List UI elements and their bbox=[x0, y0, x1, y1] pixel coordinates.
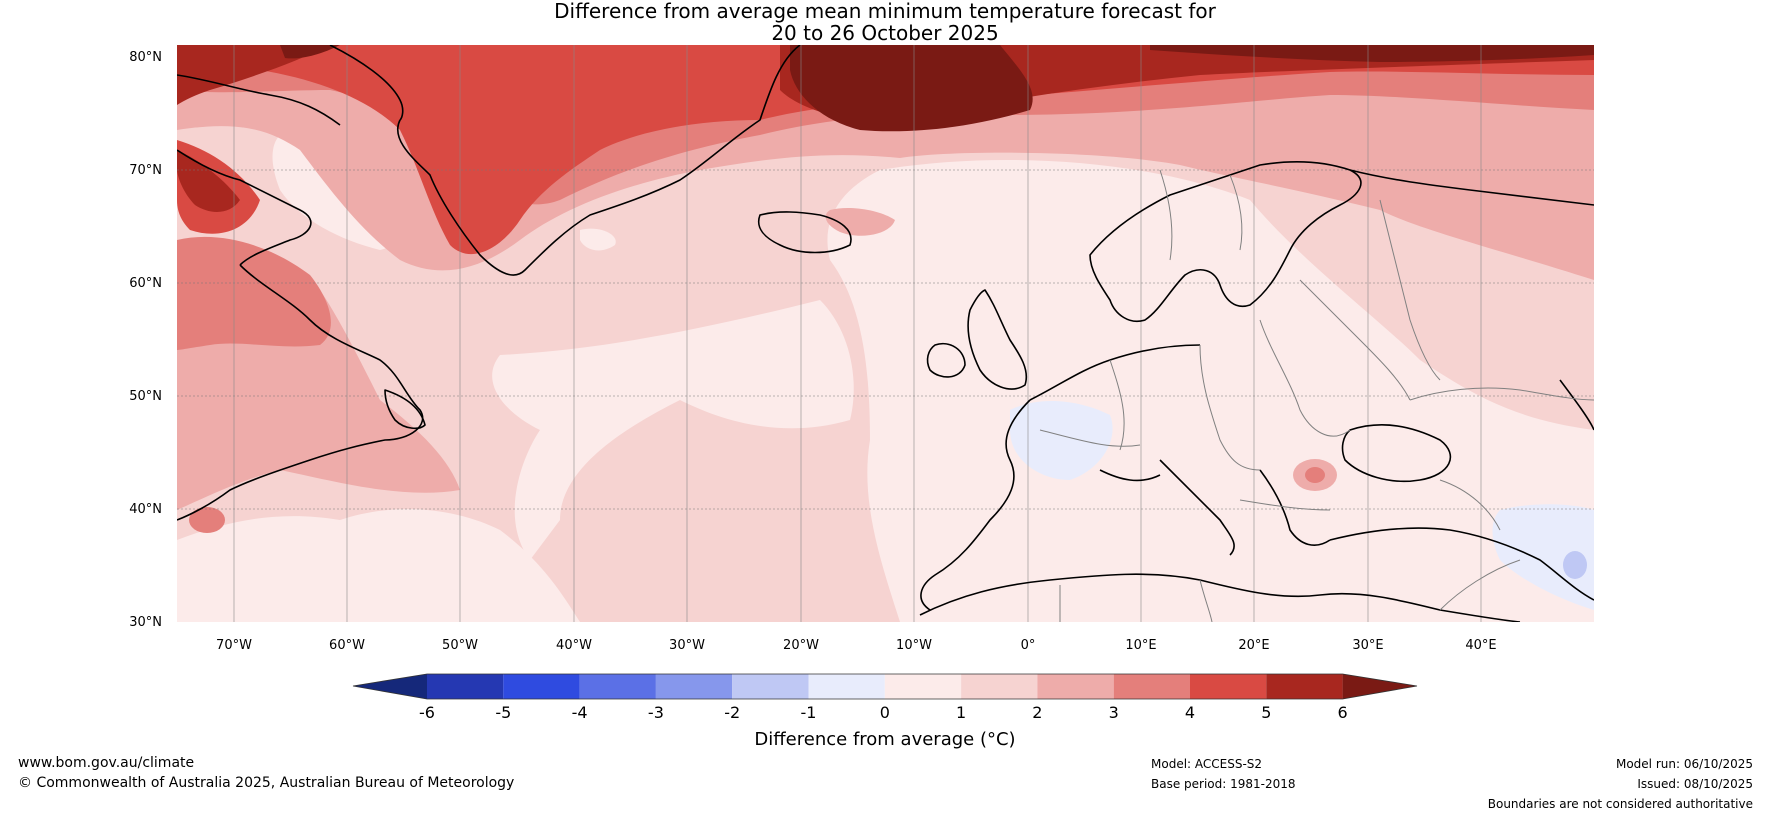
lat-label-60n: 60°N bbox=[129, 276, 162, 291]
colorbar-arrow-high bbox=[1342, 674, 1417, 699]
footer-copyright: © Commonwealth of Australia 2025, Austra… bbox=[18, 775, 515, 791]
colorbar-swatch-12 bbox=[1266, 674, 1343, 699]
colorbar-tick-3: 3 bbox=[1109, 703, 1119, 722]
colorbar-tick-5: 5 bbox=[1261, 703, 1271, 722]
colorbar-tick-minus2: -2 bbox=[724, 703, 740, 722]
colorbar-tick-6: 6 bbox=[1338, 703, 1348, 722]
lon-label-10w: 10°W bbox=[896, 638, 932, 653]
lon-label-30e: 30°E bbox=[1352, 638, 1383, 653]
colorbar-title: Difference from average (°C) bbox=[754, 729, 1016, 750]
lat-label-80n: 80°N bbox=[129, 50, 162, 65]
lon-label-0: 0° bbox=[1021, 638, 1036, 653]
colorbar-tick-minus4: -4 bbox=[572, 703, 588, 722]
lat-label-50n: 50°N bbox=[129, 389, 162, 404]
lat-label-30n: 30°N bbox=[129, 615, 162, 630]
lon-label-20w: 20°W bbox=[783, 638, 819, 653]
colorbar-swatch-2 bbox=[503, 674, 580, 699]
colorbar-swatch-4 bbox=[655, 674, 733, 699]
colorbar-tick-2: 2 bbox=[1032, 703, 1042, 722]
colorbar-tick-4: 4 bbox=[1185, 703, 1195, 722]
colorbar-tick-0: 0 bbox=[880, 703, 890, 722]
map-title-line2: 20 to 26 October 2025 bbox=[771, 21, 999, 45]
colorbar-swatch-11 bbox=[1190, 674, 1267, 699]
anomaly-field bbox=[177, 45, 1594, 622]
footer-url: www.bom.gov.au/climate bbox=[18, 755, 195, 771]
colorbar-tick-minus5: -5 bbox=[495, 703, 511, 722]
footer-disclaimer: Boundaries are not considered authoritat… bbox=[1487, 797, 1753, 811]
colorbar-swatch-8 bbox=[961, 674, 1038, 699]
coastlines bbox=[177, 45, 1594, 622]
colorbar-tick-1: 1 bbox=[956, 703, 966, 722]
map-title-line1: Difference from average mean minimum tem… bbox=[554, 0, 1216, 23]
footer-issued: Issued: 08/10/2025 bbox=[1637, 777, 1753, 791]
lon-label-60w: 60°W bbox=[329, 638, 365, 653]
lon-label-70w: 70°W bbox=[216, 638, 252, 653]
colorbar-swatch-6 bbox=[808, 674, 885, 699]
colorbar-tick-minus1: -1 bbox=[801, 703, 817, 722]
lon-label-10e: 10°E bbox=[1125, 638, 1156, 653]
lon-label-30w: 30°W bbox=[669, 638, 705, 653]
colorbar-swatch-7 bbox=[884, 674, 962, 699]
colorbar-swatch-3 bbox=[579, 674, 656, 699]
colorbar-tick-minus3: -3 bbox=[648, 703, 664, 722]
footer-model-run: Model run: 06/10/2025 bbox=[1615, 757, 1753, 771]
colorbar: -6 -5 -4 -3 -2 -1 0 1 2 3 4 5 6 bbox=[352, 673, 1418, 722]
colorbar-swatch-1 bbox=[427, 674, 504, 699]
lon-label-20e: 20°E bbox=[1238, 638, 1269, 653]
footer-base-period: Base period: 1981-2018 bbox=[1151, 777, 1296, 791]
colorbar-arrow-low bbox=[353, 674, 427, 699]
graticule bbox=[177, 169, 1594, 510]
lon-label-50w: 50°W bbox=[442, 638, 478, 653]
colorbar-tick-minus6: -6 bbox=[419, 703, 435, 722]
footer-model: Model: ACCESS-S2 bbox=[1151, 757, 1263, 771]
longitude-labels: 70°W 60°W 50°W 40°W 30°W 20°W 10°W 0° 10… bbox=[216, 638, 1497, 653]
lat-label-40n: 40°N bbox=[129, 502, 162, 517]
colorbar-swatch-9 bbox=[1037, 674, 1114, 699]
country-borders bbox=[1039, 169, 1594, 622]
lon-label-40e: 40°E bbox=[1465, 638, 1496, 653]
lat-label-70n: 70°N bbox=[129, 163, 162, 178]
latitude-labels: 80°N 70°N 60°N 50°N 40°N 30°N bbox=[129, 50, 162, 630]
colorbar-swatch-5 bbox=[732, 674, 809, 699]
colorbar-swatch-10 bbox=[1113, 674, 1190, 699]
lon-label-40w: 40°W bbox=[556, 638, 592, 653]
